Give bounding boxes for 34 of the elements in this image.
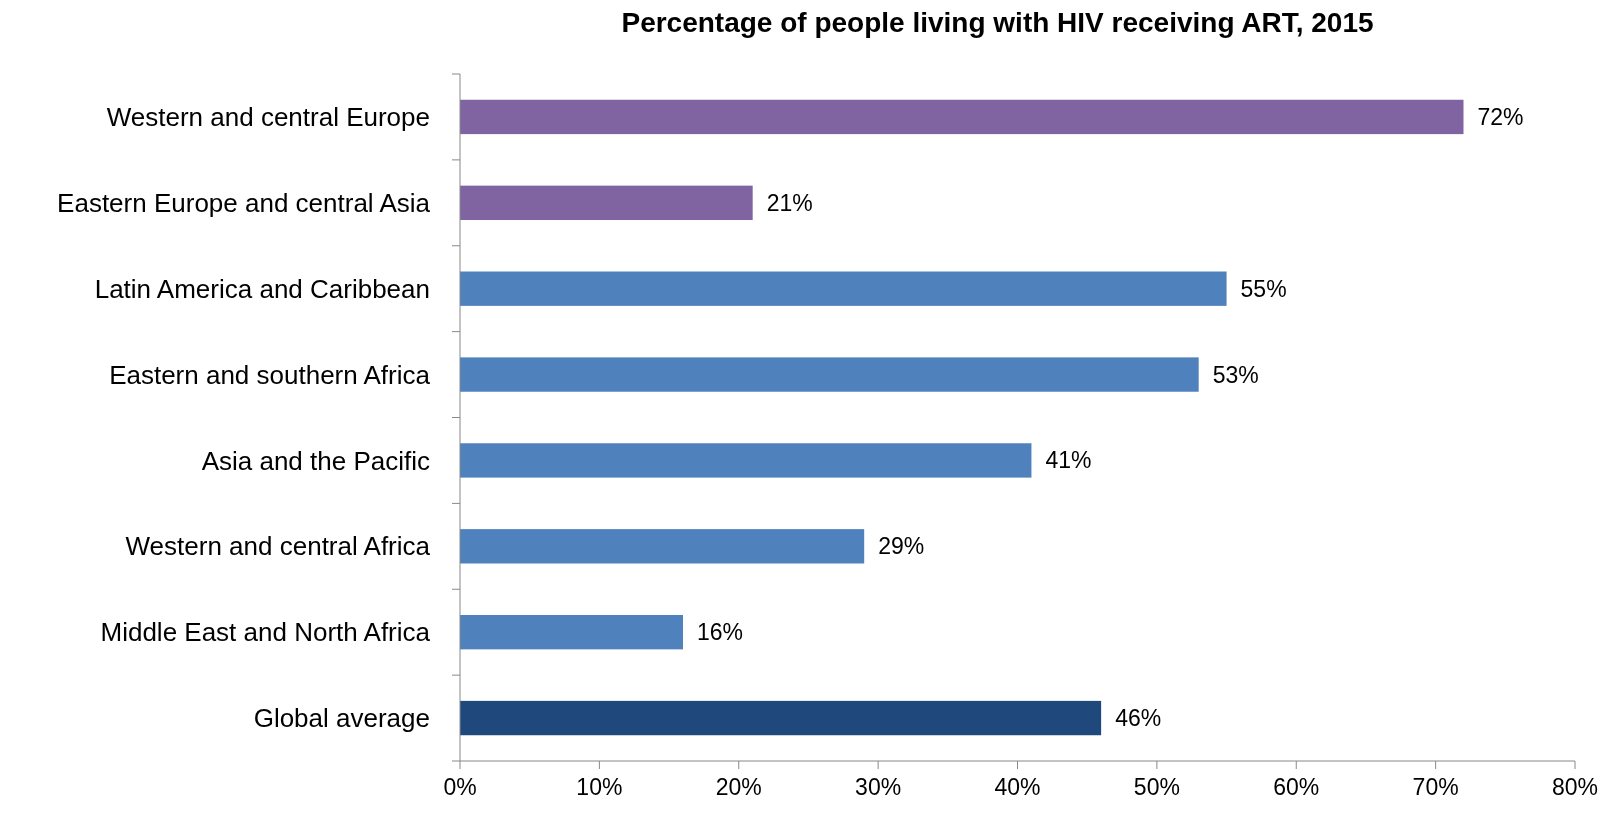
bar: [460, 700, 1102, 736]
data-label: 41%: [1045, 447, 1092, 474]
y-tick-label: Eastern Europe and central Asia: [57, 187, 431, 218]
data-label: 16%: [697, 619, 744, 646]
chart-title: Percentage of people living with HIV receiving ART, 2015: [621, 7, 1374, 38]
x-tick-label: 30%: [855, 774, 902, 800]
bar: [460, 185, 753, 220]
data-label: 55%: [1240, 275, 1287, 302]
y-tick-label: Eastern and southern Africa: [109, 359, 431, 390]
data-label: 29%: [878, 533, 925, 560]
data-label: 21%: [766, 189, 813, 216]
y-tick-label: Global average: [253, 703, 430, 734]
data-label: 72%: [1477, 103, 1524, 130]
x-tick-label: 80%: [1551, 774, 1599, 800]
x-tick-label: 20%: [715, 774, 762, 800]
y-tick-label: Western and central Europe: [106, 102, 430, 133]
y-tick-label: Western and central Africa: [125, 531, 431, 562]
bar: [460, 615, 683, 650]
x-tick-label: 0%: [443, 774, 477, 800]
y-tick-label: Asia and the Pacific: [201, 445, 430, 476]
x-tick-label: 40%: [994, 774, 1041, 800]
bar: [460, 357, 1199, 392]
data-label: 46%: [1115, 705, 1162, 732]
bar: [460, 271, 1227, 306]
x-tick-label: 70%: [1412, 774, 1459, 800]
x-tick-label: 50%: [1133, 774, 1180, 800]
bar: [460, 529, 865, 564]
y-tick-label: Latin America and Caribbean: [94, 273, 430, 304]
bar: [460, 443, 1032, 478]
y-tick-label: Middle East and North Africa: [100, 617, 431, 648]
bar: [460, 99, 1464, 135]
data-label: 53%: [1212, 361, 1259, 388]
x-tick-label: 60%: [1273, 774, 1320, 800]
x-tick-label: 10%: [576, 774, 623, 800]
